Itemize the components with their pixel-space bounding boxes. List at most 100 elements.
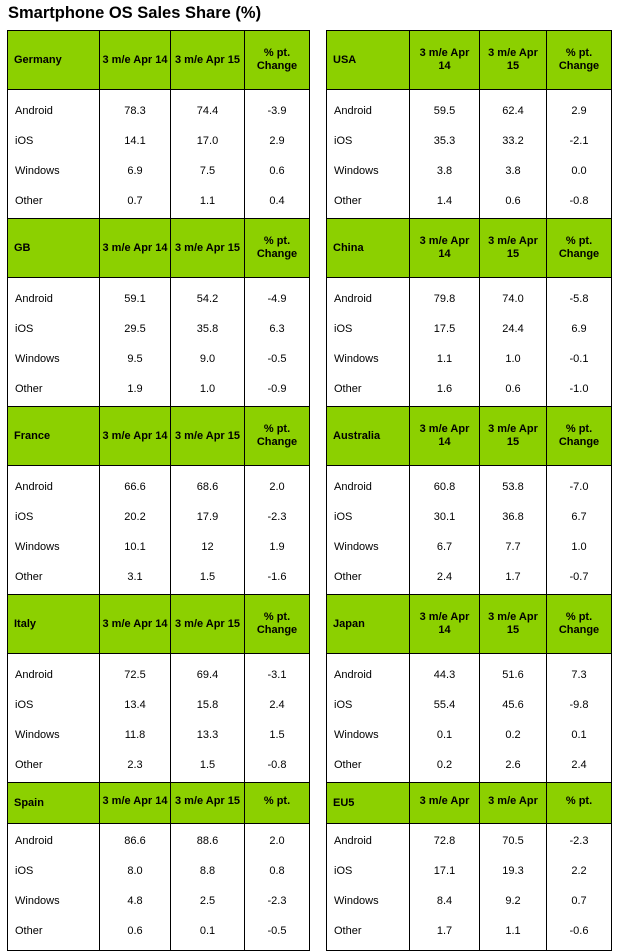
value-cell: -0.5 — [244, 916, 310, 946]
os-label: Android — [326, 826, 410, 856]
country-name: China — [326, 218, 410, 278]
os-label: iOS — [7, 856, 100, 886]
value-cell: 0.4 — [244, 186, 310, 216]
column-header: % pt. — [546, 782, 612, 824]
os-label: Windows — [7, 532, 100, 562]
value-cell: 2.4 — [244, 690, 310, 720]
value-cell: 8.4 — [409, 886, 480, 916]
column-header: % pt. Change — [546, 30, 612, 90]
value-cell: 0.8 — [244, 856, 310, 886]
column-header: 3 m/e Apr — [479, 782, 547, 824]
os-label: Other — [7, 374, 100, 404]
value-cell: 51.6 — [479, 660, 547, 690]
value-cell: 2.5 — [170, 886, 245, 916]
column-header: 3 m/e Apr 14 — [409, 406, 480, 466]
column-header: 3 m/e Apr 14 — [409, 30, 480, 90]
value-cell: 8.0 — [99, 856, 171, 886]
country-name: GB — [7, 218, 100, 278]
table-header-row: Japan 3 m/e Apr 14 3 m/e Apr 15% pt. Chang… — [326, 594, 612, 654]
table-row: iOS 30.1 36.8 6.7 — [326, 502, 612, 532]
os-label: Other — [7, 750, 100, 780]
os-label: Other — [7, 562, 100, 592]
table-header-row: France 3 m/e Apr 14 3 m/e Apr 15% pt. Chan… — [7, 406, 310, 466]
column-header: % pt. Change — [546, 406, 612, 466]
value-cell: -3.9 — [244, 96, 310, 126]
table-row: Windows 6.9 7.5 0.6 — [7, 156, 310, 186]
value-cell: 36.8 — [479, 502, 547, 532]
country-name: Germany — [7, 30, 100, 90]
table-row: Android 72.8 70.5 -2.3 — [326, 826, 612, 856]
os-label: Windows — [326, 532, 410, 562]
table-row: Windows 0.1 0.2 0.1 — [326, 720, 612, 750]
value-cell: 2.2 — [546, 856, 612, 886]
value-cell: 17.1 — [409, 856, 480, 886]
os-label: Other — [326, 374, 410, 404]
column-header: 3 m/e Apr 15 — [170, 594, 245, 654]
value-cell: 12 — [170, 532, 245, 562]
value-cell: 1.5 — [170, 562, 245, 592]
left-column: Germany 3 m/e Apr 14 3 m/e Apr 15% pt. Cha… — [7, 30, 310, 951]
os-label: Windows — [7, 156, 100, 186]
table-row: Other 1.6 0.6 -1.0 — [326, 374, 612, 404]
table-row: Other 0.7 1.1 0.4 — [7, 186, 310, 216]
os-label: Other — [326, 186, 410, 216]
column-header: 3 m/e Apr 14 — [99, 30, 171, 90]
table-header-row: China 3 m/e Apr 14 3 m/e Apr 15% pt. Chang… — [326, 218, 612, 278]
right-column: USA 3 m/e Apr 14 3 m/e Apr 15% pt. Change A… — [326, 30, 612, 951]
table-row: Windows 1.1 1.0 -0.1 — [326, 344, 612, 374]
table-row: Android 78.3 74.4 -3.9 — [7, 96, 310, 126]
country-name: France — [7, 406, 100, 466]
value-cell: 72.8 — [409, 826, 480, 856]
value-cell: 2.9 — [546, 96, 612, 126]
value-cell: 0.6 — [99, 916, 171, 946]
table-row: Other 2.4 1.7 -0.7 — [326, 562, 612, 592]
value-cell: 1.4 — [409, 186, 480, 216]
value-cell: 1.0 — [170, 374, 245, 404]
value-cell: 45.6 — [479, 690, 547, 720]
table-row: Other 3.1 1.5 -1.6 — [7, 562, 310, 592]
table-row: iOS 35.3 33.2 -2.1 — [326, 126, 612, 156]
os-label: iOS — [7, 502, 100, 532]
column-header: 3 m/e Apr 15 — [170, 406, 245, 466]
column-header: 3 m/e Apr 14 — [99, 782, 171, 824]
value-cell: 29.5 — [99, 314, 171, 344]
value-cell: 19.3 — [479, 856, 547, 886]
value-cell: 2.4 — [409, 562, 480, 592]
os-label: iOS — [326, 126, 410, 156]
value-cell: 3.1 — [99, 562, 171, 592]
value-cell: 74.0 — [479, 284, 547, 314]
value-cell: 70.5 — [479, 826, 547, 856]
value-cell: 2.0 — [244, 826, 310, 856]
value-cell: 1.1 — [409, 344, 480, 374]
os-label: Windows — [7, 886, 100, 916]
column-header: 3 m/e Apr 15 — [479, 406, 547, 466]
value-cell: 6.9 — [99, 156, 171, 186]
value-cell: 17.5 — [409, 314, 480, 344]
table-row: Other 1.7 1.1 -0.6 — [326, 916, 612, 946]
value-cell: 0.7 — [546, 886, 612, 916]
os-label: Android — [7, 660, 100, 690]
value-cell: 35.8 — [170, 314, 245, 344]
value-cell: 1.5 — [244, 720, 310, 750]
table-row: iOS 20.2 17.9 -2.3 — [7, 502, 310, 532]
value-cell: 59.1 — [99, 284, 171, 314]
value-cell: -0.8 — [546, 186, 612, 216]
value-cell: 62.4 — [479, 96, 547, 126]
country-name: USA — [326, 30, 410, 90]
value-cell: -3.1 — [244, 660, 310, 690]
os-label: Other — [326, 750, 410, 780]
table-header-row: EU5 3 m/e Apr 3 m/e Apr% pt. — [326, 782, 612, 824]
table-row: Android 59.1 54.2 -4.9 — [7, 284, 310, 314]
value-cell: -1.0 — [546, 374, 612, 404]
column-header: 3 m/e Apr 14 — [99, 594, 171, 654]
os-label: Other — [7, 186, 100, 216]
column-header: % pt. — [244, 782, 310, 824]
column-header: 3 m/e Apr — [409, 782, 480, 824]
table-row: Android 72.5 69.4 -3.1 — [7, 660, 310, 690]
table-row: Windows 10.1 12 1.9 — [7, 532, 310, 562]
column-header: 3 m/e Apr 14 — [409, 594, 480, 654]
page-title: Smartphone OS Sales Share (%) — [8, 4, 262, 22]
column-header: 3 m/e Apr 15 — [170, 218, 245, 278]
value-cell: 0.6 — [479, 374, 547, 404]
os-label: Android — [326, 660, 410, 690]
